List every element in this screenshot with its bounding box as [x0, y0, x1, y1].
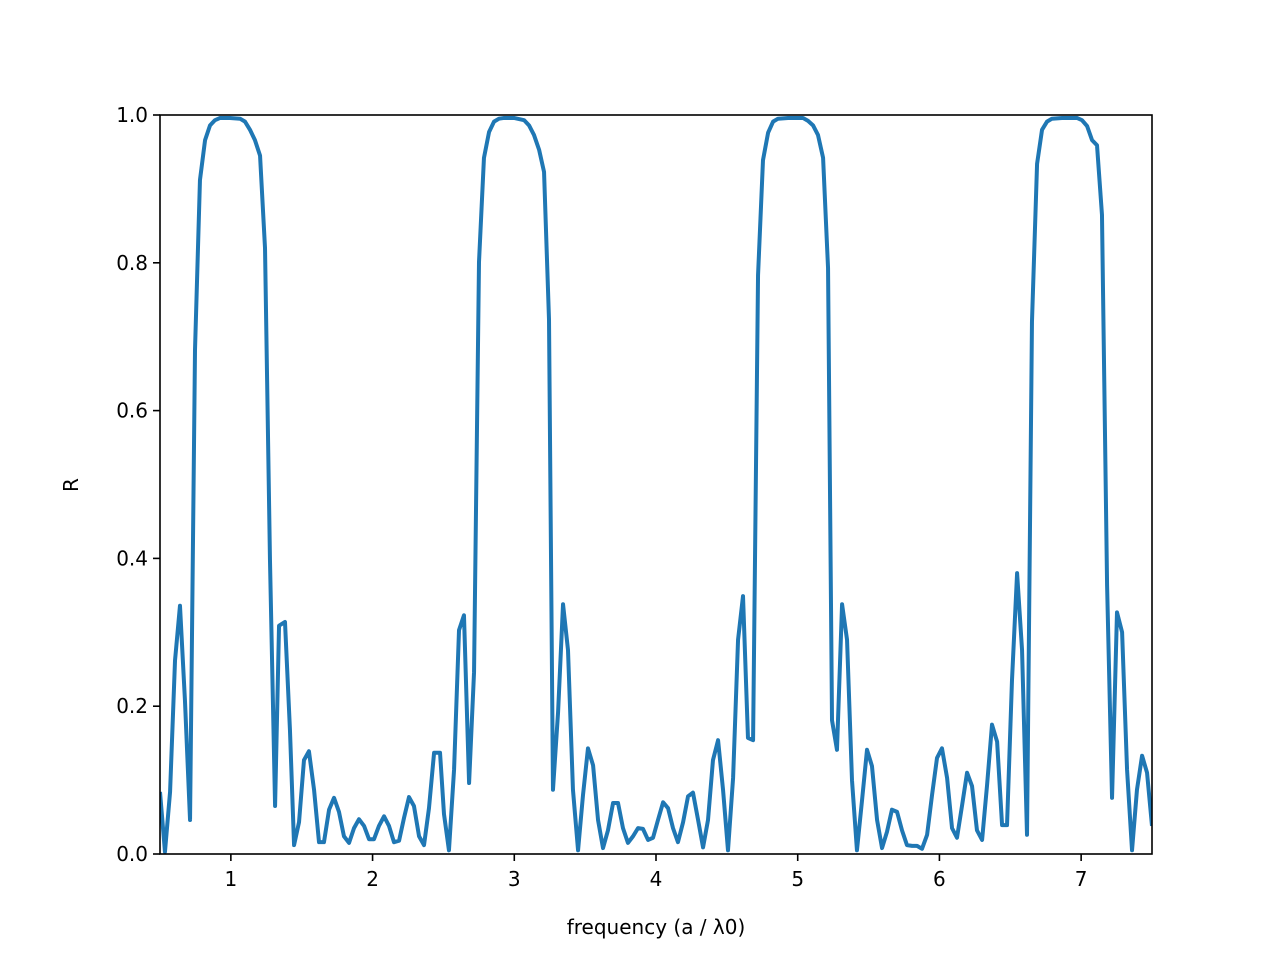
- line: [160, 115, 1152, 854]
- x-tick-label: 4: [650, 867, 663, 891]
- y-tick-label: 0.2: [116, 694, 148, 718]
- y-tick-label: 0.8: [116, 251, 148, 275]
- y-tick-label: 0.0: [116, 842, 148, 866]
- y-tick-label: 0.6: [116, 399, 148, 423]
- x-tick-label: 2: [366, 867, 379, 891]
- y-tick-label: 0.4: [116, 546, 148, 570]
- x-tick-label: 5: [791, 867, 804, 891]
- x-tick-label: 3: [508, 867, 521, 891]
- y-axis-label: R: [59, 478, 83, 492]
- x-tick-label: 1: [224, 867, 237, 891]
- x-axis-label: frequency (a / λ0): [567, 915, 746, 939]
- y-tick-label: 1.0: [116, 103, 148, 127]
- plot-frame: [159, 114, 1153, 855]
- x-tick-label: 6: [933, 867, 946, 891]
- x-tick-label: 7: [1075, 867, 1088, 891]
